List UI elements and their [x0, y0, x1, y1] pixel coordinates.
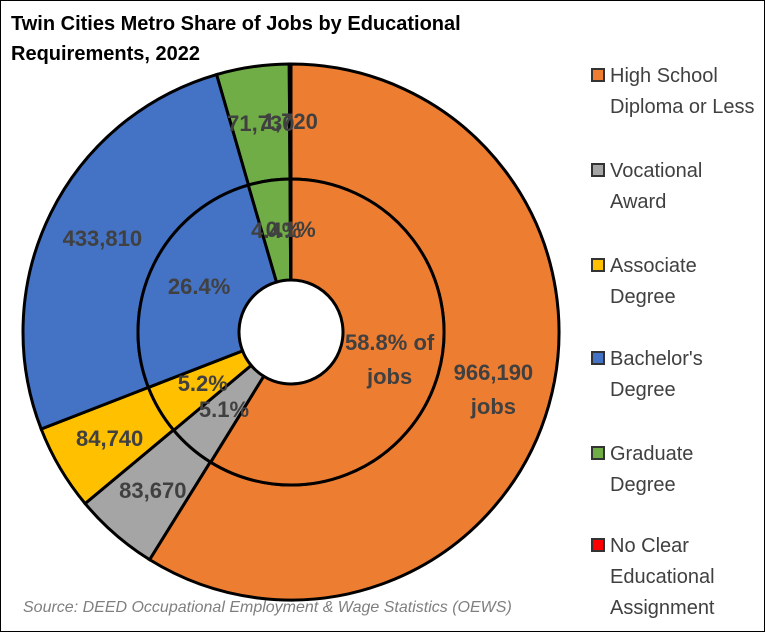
legend-label: Bachelor's Degree	[610, 348, 703, 401]
legend-item: Vocational Award	[591, 156, 756, 218]
legend-swatch	[591, 351, 605, 365]
legend-item: No Clear Educational Assignment	[591, 531, 756, 624]
legend-label: No Clear Educational Assignment	[610, 535, 715, 619]
legend-swatch	[591, 538, 605, 552]
segment	[288, 177, 293, 282]
legend-item: Bachelor's Degree	[591, 344, 756, 406]
legend-item: Associate Degree	[591, 251, 756, 313]
chart-title: Twin Cities Metro Share of Jobs by Educa…	[11, 13, 461, 65]
source-note: Source: DEED Occupational Employment & W…	[23, 599, 512, 616]
data-label: 5.1%	[198, 396, 250, 422]
data-label: 433,810	[62, 225, 143, 251]
data-label: 5.2%	[177, 371, 228, 397]
legend-label: Associate Degree	[610, 255, 697, 308]
legend-swatch	[591, 258, 605, 272]
legend-item: High School Diploma or Less	[591, 61, 756, 123]
data-label: 84,740	[75, 425, 144, 451]
data-label: 4.4%	[251, 217, 302, 243]
segment	[136, 183, 279, 390]
data-label: 26.4%	[167, 273, 231, 299]
data-label: 1,720	[262, 108, 318, 134]
legend-label: Graduate Degree	[610, 443, 694, 496]
legend-swatch	[591, 68, 605, 82]
data-label: 71,730	[227, 110, 295, 136]
legend-swatch	[591, 163, 605, 177]
data-label: 966,190 jobs	[453, 359, 534, 419]
legend-item: Graduate Degree	[591, 439, 756, 501]
data-label: 0.1%	[265, 216, 316, 242]
legend-label: High School Diploma or Less	[610, 65, 755, 118]
data-label: 83,670	[119, 477, 187, 503]
data-label: 58.8% of jobs	[344, 329, 435, 389]
legend-swatch	[591, 446, 605, 460]
legend-label: Vocational Award	[610, 160, 703, 213]
segment	[208, 177, 446, 487]
